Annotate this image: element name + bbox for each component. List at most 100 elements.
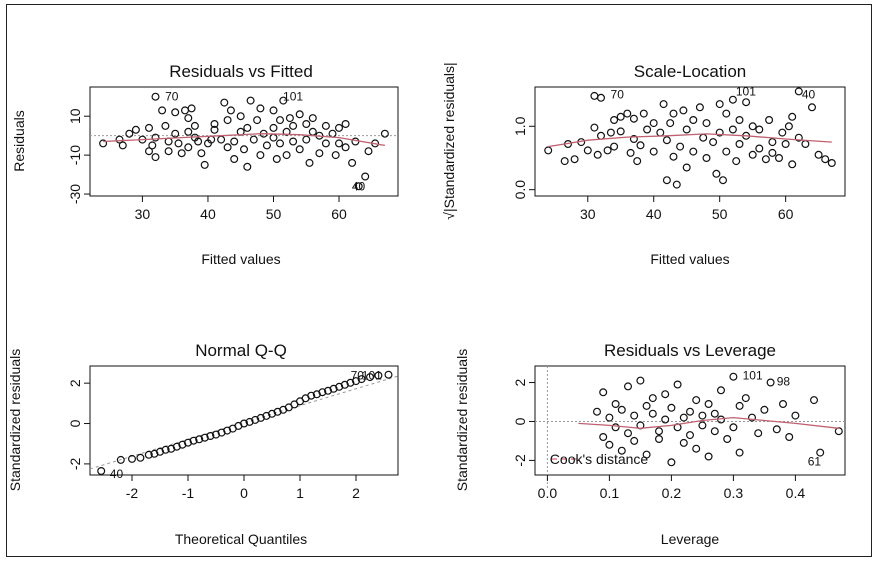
- data-point: [774, 154, 783, 163]
- y-tick-label: 2: [512, 378, 528, 386]
- data-point: [279, 96, 288, 105]
- data-point: [560, 157, 569, 166]
- smooth-line: [578, 416, 839, 429]
- data-point: [710, 409, 719, 418]
- data-point: [295, 145, 304, 154]
- data-point: [346, 378, 355, 387]
- data-point: [611, 423, 620, 432]
- smooth-line: [103, 133, 386, 147]
- data-point: [649, 147, 658, 156]
- data-point: [698, 411, 707, 420]
- data-point: [735, 140, 744, 149]
- point-label: 101: [736, 84, 756, 98]
- rvl-plot: 101 98 61 0.0 0.1 0.2 0.3 0.4 -2 0 2 Residuals vs L…: [454, 341, 846, 547]
- data-point: [649, 119, 658, 128]
- data-point: [184, 114, 193, 123]
- y-tick-label: 0: [67, 419, 83, 427]
- data-point: [151, 153, 160, 162]
- data-point: [223, 116, 232, 125]
- data-point: [809, 396, 818, 405]
- data-point: [357, 375, 366, 384]
- data-point: [285, 114, 294, 123]
- data-point: [642, 450, 651, 459]
- data-point: [732, 157, 741, 166]
- data-point: [821, 155, 830, 164]
- x-tick-label: -1: [182, 485, 195, 501]
- data-point: [226, 106, 235, 115]
- y-tick-label: 10: [67, 108, 83, 124]
- data-point: [256, 151, 265, 160]
- point-label: 61: [808, 454, 822, 468]
- data-point: [666, 119, 675, 128]
- x-tick-label: 50: [712, 206, 728, 222]
- data-point: [590, 123, 599, 132]
- data-point: [755, 125, 764, 134]
- data-point: [125, 129, 134, 138]
- data-point: [177, 149, 186, 158]
- data-point: [151, 133, 160, 142]
- data-point: [704, 452, 713, 461]
- data-point: [151, 92, 160, 101]
- data-point: [623, 382, 632, 391]
- data-point: [596, 131, 605, 140]
- data-point: [722, 147, 731, 156]
- data-point: [351, 137, 360, 146]
- data-point: [210, 125, 219, 134]
- data-point: [348, 158, 357, 167]
- data-point: [636, 376, 645, 385]
- data-point: [592, 407, 601, 416]
- data-point: [827, 159, 836, 168]
- data-point: [195, 435, 204, 444]
- y-tick-label: 0: [512, 417, 528, 425]
- x-tick-label: 30: [580, 206, 596, 222]
- data-point: [243, 162, 252, 171]
- point-label: 98: [777, 375, 791, 389]
- data-point: [599, 433, 608, 442]
- y-tick-label: 2: [67, 379, 83, 387]
- x-tick-label: 60: [331, 206, 347, 222]
- data-point: [593, 150, 602, 159]
- data-point: [643, 125, 652, 134]
- data-point: [318, 388, 327, 397]
- data-point: [788, 160, 797, 169]
- sl-plot: 70 101 40 30 40 50 60 0.0 1.0 Scale-Location Fitte…: [441, 62, 846, 267]
- data-point: [240, 419, 249, 428]
- data-point: [699, 133, 708, 142]
- data-point: [282, 151, 291, 160]
- data-point: [272, 155, 281, 164]
- data-point: [728, 95, 737, 104]
- y-tick-label: -2: [512, 454, 528, 467]
- data-point: [544, 146, 553, 155]
- data-point: [735, 401, 744, 410]
- data-point: [200, 433, 209, 442]
- data-point: [246, 96, 255, 105]
- point-label: 40: [802, 88, 816, 102]
- data-point: [669, 152, 678, 161]
- point-label: 40: [352, 179, 366, 193]
- point-label: 70: [165, 90, 179, 104]
- x-axis-label: Fitted values: [201, 251, 280, 267]
- data-point: [781, 140, 790, 149]
- data-point: [685, 431, 694, 440]
- data-point: [729, 423, 738, 432]
- chart-title: Residuals vs Leverage: [604, 341, 776, 360]
- data-point: [158, 106, 167, 115]
- data-point: [761, 155, 770, 164]
- chart-title: Normal Q-Q: [195, 341, 287, 360]
- data-point: [766, 378, 775, 387]
- data-point: [784, 122, 793, 131]
- data-point: [99, 139, 108, 148]
- data-point: [187, 104, 196, 113]
- data-point: [97, 467, 106, 476]
- data-point: [630, 436, 639, 445]
- data-point: [210, 119, 219, 128]
- data-point: [679, 413, 688, 422]
- data-point: [801, 140, 810, 149]
- data-point: [788, 112, 797, 121]
- data-point: [728, 125, 737, 134]
- data-point: [223, 143, 232, 152]
- data-point: [197, 149, 206, 158]
- data-point: [611, 400, 620, 409]
- data-point: [206, 432, 215, 441]
